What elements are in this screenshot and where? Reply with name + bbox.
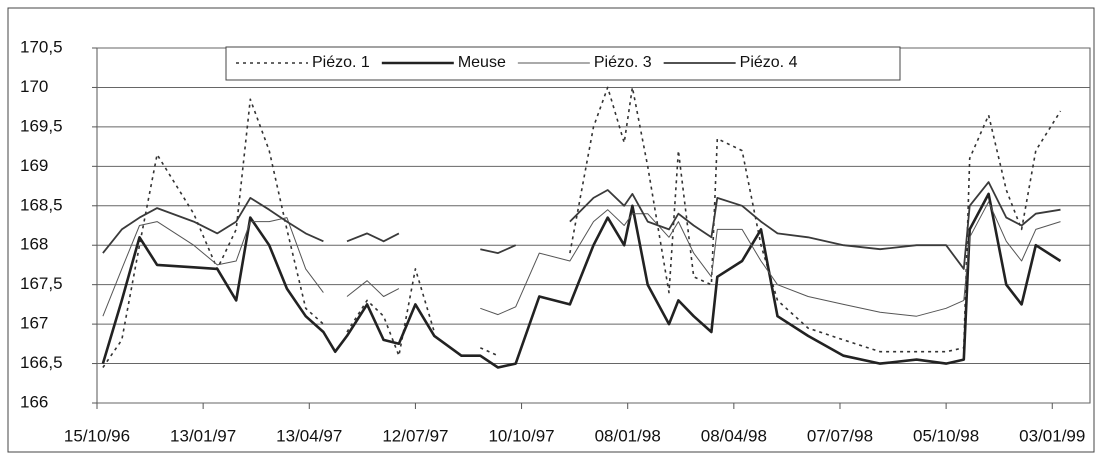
y-tick-label: 169,5 <box>20 116 63 135</box>
y-tick-label: 168,5 <box>20 195 63 214</box>
x-tick-label: 03/01/99 <box>1019 426 1085 445</box>
x-tick-label: 08/01/98 <box>595 426 661 445</box>
x-tick-label: 13/04/97 <box>276 426 342 445</box>
legend-label: Piézo. 4 <box>740 54 798 71</box>
chart-frame <box>7 7 1095 453</box>
x-tick-label: 07/07/98 <box>807 426 873 445</box>
x-tick-label: 05/10/98 <box>913 426 979 445</box>
y-tick-label: 166 <box>20 392 48 411</box>
legend-label: Piézo. 1 <box>312 54 370 71</box>
series-line <box>102 201 1061 317</box>
legend: Piézo. 1 Meuse Piézo. 3 Piézo. 4 <box>225 46 901 81</box>
x-tick-label: 15/10/96 <box>64 426 130 445</box>
x-tick-label: 08/04/98 <box>701 426 767 445</box>
y-tick-label: 169 <box>20 156 48 175</box>
y-tick-label: 168 <box>20 235 48 254</box>
x-tick-label: 12/07/97 <box>382 426 448 445</box>
series-line <box>102 181 1061 270</box>
series-line <box>102 86 1062 368</box>
x-tick-label: 13/01/97 <box>170 426 236 445</box>
series-line <box>101 192 1062 369</box>
legend-label: Meuse <box>458 54 506 71</box>
y-tick-label: 170,5 <box>20 37 63 56</box>
legend-label: Piézo. 3 <box>594 54 652 71</box>
y-tick-label: 167,5 <box>20 274 63 293</box>
y-tick-label: 166,5 <box>20 353 63 372</box>
plot-frame <box>96 47 1091 404</box>
x-tick-label: 10/10/97 <box>488 426 554 445</box>
y-tick-label: 170 <box>20 77 48 96</box>
lines <box>101 86 1062 369</box>
grid <box>92 47 1090 409</box>
y-tick-label: 167 <box>20 314 48 333</box>
